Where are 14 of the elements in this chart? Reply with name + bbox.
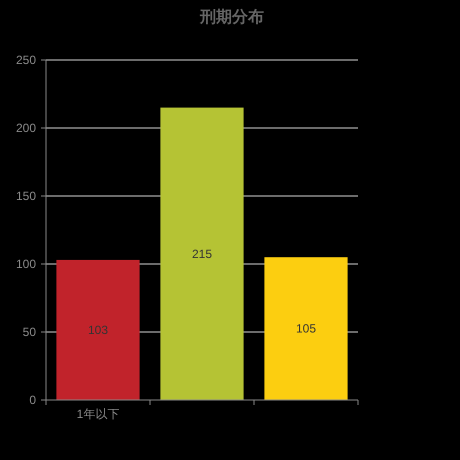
y-tick-label: 100 [16, 257, 36, 271]
bar [264, 257, 348, 400]
bar [160, 108, 244, 400]
data-label: 215 [192, 246, 212, 261]
y-tick-label: 50 [22, 325, 36, 339]
data-label: 105 [296, 322, 316, 336]
y-tick-label: 200 [16, 121, 36, 135]
chart-title: 刑期分布 [199, 8, 264, 26]
data-label: 103 [88, 322, 108, 337]
x-tick-label: 1年以下 [76, 407, 120, 421]
y-tick-label: 250 [16, 53, 36, 67]
bar [56, 260, 140, 400]
y-tick-label: 0 [29, 393, 36, 407]
y-tick-label: 150 [16, 189, 36, 203]
